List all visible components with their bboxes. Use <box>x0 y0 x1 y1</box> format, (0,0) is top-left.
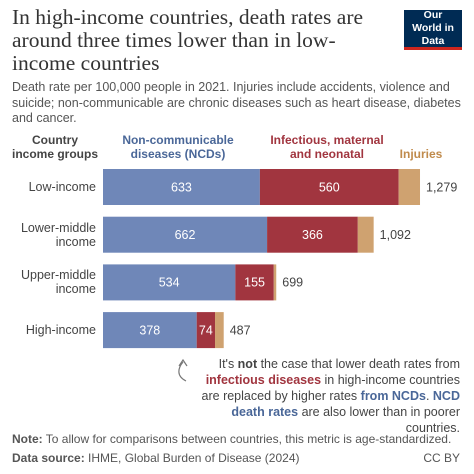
legend-label: Injuries <box>399 147 443 161</box>
annotation-text: . <box>425 389 433 403</box>
total-label: 699 <box>282 276 303 290</box>
data-label: 662 <box>175 228 196 242</box>
subtitle: Death rate per 100,000 people in 2021. I… <box>12 80 461 125</box>
annotation-arrowhead <box>178 358 188 367</box>
y-tick-label: Lower-middle income <box>20 220 96 249</box>
source-text: IHME, Global Burden of Disease (2024) <box>88 451 300 465</box>
bar-segment <box>235 264 274 301</box>
annotation: It's not the case that lower death rates… <box>190 356 460 436</box>
total-label: 1,092 <box>380 228 411 242</box>
source: Data source: IHME, Global Burden of Dise… <box>12 451 299 465</box>
bar-segment <box>103 264 236 301</box>
legend-label: Non-communicable diseases (NCDs) <box>122 133 234 161</box>
data-label: 378 <box>139 323 160 337</box>
annotation-text: the case that lower death rates from <box>257 357 460 371</box>
y-tick-label: Low-income <box>28 180 96 194</box>
annotation-text: infectious diseases <box>205 373 322 387</box>
total-label: 1,279 <box>426 180 457 194</box>
data-label: 366 <box>302 228 323 242</box>
annotation-text: in high-income countries are replaced by… <box>201 373 460 403</box>
bar-segment <box>267 216 358 253</box>
title: In high-income countries, death rates ar… <box>12 5 364 75</box>
bar-segment <box>196 312 216 349</box>
legend-label: Infectious, maternal and neonatal <box>270 133 384 161</box>
data-label: 633 <box>171 180 192 194</box>
y-tick-label: High-income <box>25 323 96 338</box>
annotation-text: It's <box>218 357 238 371</box>
bar-segment <box>357 216 374 253</box>
annotation-text: from NCDs <box>360 389 426 403</box>
bar-segment <box>273 264 277 301</box>
annotation-text: not <box>237 357 258 371</box>
total-label: 487 <box>230 323 251 337</box>
note-text: To allow for comparisons between countri… <box>45 432 452 446</box>
annotation-text: are also lower than in poorer countries. <box>298 405 460 435</box>
data-label: 74 <box>199 323 213 337</box>
bar-segment <box>215 312 224 349</box>
note: Note: To allow for comparisons between c… <box>12 432 451 446</box>
y-axis-label: Country income groups <box>12 133 99 161</box>
data-label: 560 <box>319 180 340 194</box>
bar-segment <box>103 169 260 205</box>
y-tick-label: Upper-middle income <box>20 268 96 297</box>
source-label: Data source: <box>12 451 85 465</box>
annotation-text: NCD death rates <box>231 389 460 419</box>
data-label: 155 <box>244 276 265 290</box>
data-label: 534 <box>159 276 180 290</box>
annotation-arrow <box>178 361 187 382</box>
bar-segment <box>103 216 268 253</box>
license[interactable]: CC BY <box>423 451 460 465</box>
logo[interactable]: Our World in Data <box>404 9 462 50</box>
bar-segment <box>398 169 421 205</box>
bar-segment <box>259 169 399 205</box>
bar-segment <box>103 312 197 349</box>
note-label: Note: <box>12 432 43 446</box>
